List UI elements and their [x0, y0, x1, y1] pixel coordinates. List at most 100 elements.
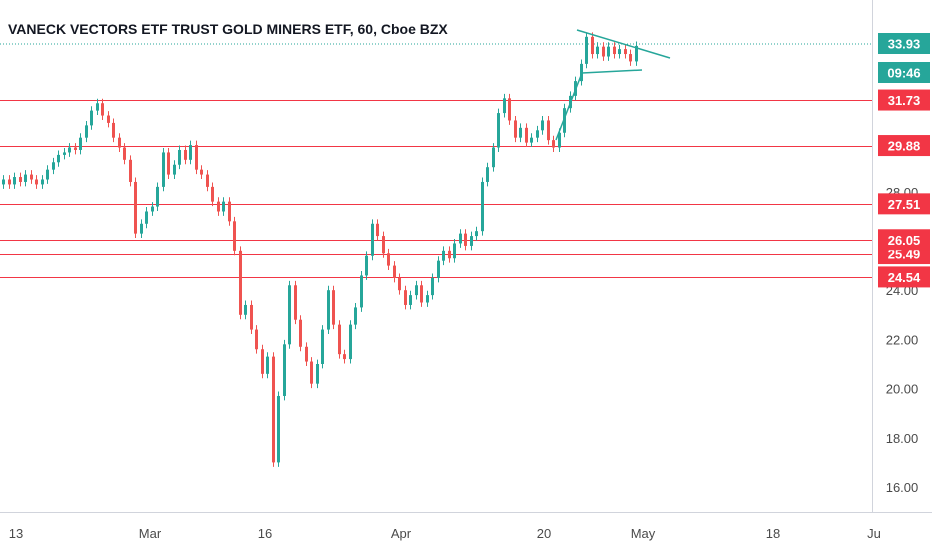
candle-body: [261, 349, 264, 374]
candle-body: [217, 202, 220, 212]
candle-body: [255, 330, 258, 350]
candle-body: [118, 138, 121, 148]
candle-body: [343, 354, 346, 359]
candle-body: [459, 234, 462, 244]
y-tick-label: 18.00: [886, 431, 919, 446]
candle-body: [552, 140, 555, 147]
candle-body: [536, 130, 539, 137]
candle-body: [140, 224, 143, 234]
candle-body: [178, 150, 181, 165]
candle-body: [393, 266, 396, 278]
candle-body: [90, 111, 93, 126]
candle-body: [349, 325, 352, 359]
y-tick-label: 16.00: [886, 480, 919, 495]
x-tick-label: Apr: [391, 526, 412, 541]
candle-body: [8, 180, 11, 185]
pennant-upper-line[interactable]: [577, 30, 670, 58]
candle-body: [272, 357, 275, 463]
candle-body: [244, 305, 247, 315]
candle-body: [145, 211, 148, 223]
candle-body: [426, 295, 429, 302]
candle-body: [184, 150, 187, 160]
candle-body: [629, 54, 632, 61]
candle-body: [30, 175, 33, 180]
candle-body: [464, 234, 467, 246]
candle-body: [283, 344, 286, 396]
candle-body: [173, 165, 176, 175]
candle-body: [299, 320, 302, 347]
candle-body: [101, 103, 104, 115]
candle-body: [68, 148, 71, 153]
y-tick-label: 20.00: [886, 382, 919, 397]
candle-body: [607, 47, 610, 57]
candle-body: [239, 251, 242, 315]
candle-body: [453, 243, 456, 258]
candle-body: [96, 103, 99, 110]
candle-body: [189, 145, 192, 160]
candle-body: [602, 47, 605, 57]
candle-body: [596, 47, 599, 54]
candle-body: [288, 285, 291, 344]
candle-body: [151, 207, 154, 212]
candle-body: [134, 182, 137, 234]
candle-body: [448, 251, 451, 258]
candle-body: [365, 256, 368, 276]
candle-body: [387, 253, 390, 265]
candle-body: [211, 187, 214, 202]
level-badge-label: 31.73: [888, 93, 921, 108]
candle-body: [613, 47, 616, 54]
level-badge-label: 29.88: [888, 139, 921, 154]
candle-body: [585, 37, 588, 64]
x-tick-label: 20: [537, 526, 551, 541]
candle-body: [316, 364, 319, 384]
candle-body: [332, 290, 335, 324]
pennant-pole-line[interactable]: [556, 73, 582, 140]
candle-body: [123, 148, 126, 160]
candle-body: [305, 347, 308, 362]
last-price-badge: 33.93 09:46: [878, 33, 930, 83]
candle-body: [46, 170, 49, 180]
candle-body: [79, 138, 82, 150]
level-badge-label: 27.51: [888, 197, 921, 212]
candle-body: [85, 125, 88, 137]
candle-body: [13, 177, 16, 184]
candle-body: [475, 231, 478, 236]
candle-body: [277, 396, 280, 462]
candle-body: [492, 148, 495, 168]
pennant-lower-line[interactable]: [582, 70, 642, 73]
candle-body: [200, 170, 203, 175]
candle-body: [266, 357, 269, 374]
candle-body: [519, 128, 522, 138]
candle-body: [35, 180, 38, 185]
x-tick-label: 18: [766, 526, 780, 541]
candle-body: [547, 120, 550, 140]
candle-body: [228, 202, 231, 222]
x-tick-label: 13: [9, 526, 23, 541]
candle-body: [415, 285, 418, 295]
candle-body: [310, 362, 313, 384]
candle-body: [409, 295, 412, 305]
candle-body: [338, 325, 341, 355]
candle-body: [52, 162, 55, 169]
candle-body: [431, 278, 434, 295]
candle-body: [206, 175, 209, 187]
candle-body: [222, 202, 225, 212]
bar-countdown-timer: 09:46: [887, 66, 920, 81]
candle-body: [514, 120, 517, 137]
candle-body: [57, 155, 60, 162]
level-badge-label: 26.05: [888, 233, 921, 248]
time-axis-ticks: 13 Mar 16 Apr 20 May 18 Ju: [9, 526, 881, 541]
candle-body: [497, 113, 500, 147]
chart-title: VANECK VECTORS ETF TRUST GOLD MINERS ETF…: [8, 21, 448, 37]
candle-body: [624, 49, 627, 54]
y-tick-label: 22.00: [886, 332, 919, 347]
x-tick-label: May: [631, 526, 656, 541]
candle-body: [327, 290, 330, 329]
candle-body: [503, 98, 506, 113]
candle-body: [371, 224, 374, 256]
candle-body: [376, 224, 379, 236]
pennant-pattern[interactable]: [556, 30, 670, 140]
candle-body: [404, 290, 407, 305]
candle-body: [382, 236, 385, 253]
